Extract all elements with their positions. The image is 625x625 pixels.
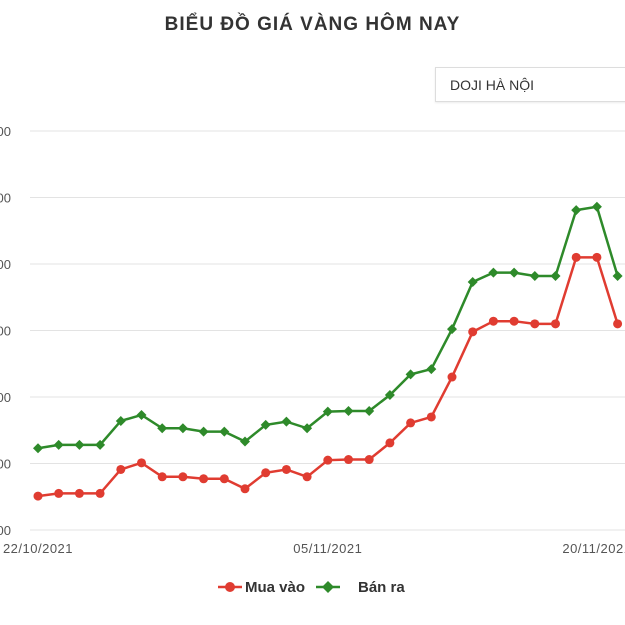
x-tick-label: 22/10/2021 xyxy=(3,541,73,556)
data-point xyxy=(240,436,250,447)
data-point xyxy=(364,405,375,416)
data-point xyxy=(405,369,416,380)
data-point xyxy=(33,491,43,501)
data-point xyxy=(344,455,353,465)
x-tick-label: 20/11/2021 xyxy=(562,541,625,556)
data-point xyxy=(74,488,84,498)
data-point xyxy=(240,484,250,494)
data-point xyxy=(612,270,623,281)
data-point xyxy=(137,458,146,468)
y-tick-label: 57,000 xyxy=(0,457,11,472)
data-point xyxy=(178,472,188,482)
data-point xyxy=(447,324,457,335)
y-tick-label: 56,000 xyxy=(0,523,11,538)
y-tick-label: 62,000 xyxy=(0,124,11,139)
y-tick-label: 60,000 xyxy=(0,257,11,272)
data-point xyxy=(488,267,499,278)
legend-item[interactable]: Mua vào xyxy=(218,579,305,596)
data-point xyxy=(95,488,105,498)
data-point xyxy=(116,464,126,474)
legend-marker xyxy=(225,582,235,592)
data-point xyxy=(509,316,519,326)
y-tick-label: 61,000 xyxy=(0,191,11,206)
data-point xyxy=(157,472,167,482)
data-point xyxy=(509,267,520,278)
legend-marker xyxy=(322,581,334,593)
data-point xyxy=(136,409,147,420)
data-point xyxy=(467,276,478,287)
data-point xyxy=(157,423,168,434)
data-point xyxy=(199,474,209,484)
data-point xyxy=(115,415,126,426)
data-point xyxy=(530,319,540,329)
data-point xyxy=(95,439,106,450)
data-point xyxy=(219,474,229,484)
y-tick-label: 59,000 xyxy=(0,324,11,339)
location-select[interactable]: DOJI HÀ NỘI xyxy=(435,67,625,102)
data-point xyxy=(364,455,374,465)
data-point xyxy=(219,426,230,437)
data-point xyxy=(281,464,291,474)
data-point xyxy=(33,443,43,454)
data-point xyxy=(54,488,64,498)
data-point xyxy=(406,418,416,428)
data-point xyxy=(198,426,209,437)
data-point xyxy=(488,316,498,326)
legend-label: Mua vào xyxy=(245,579,305,596)
chart-title: BIỂU ĐỒ GIÁ VÀNG HÔM NAY xyxy=(164,14,461,35)
data-point xyxy=(261,468,271,478)
data-point xyxy=(592,252,602,262)
data-point xyxy=(302,472,312,482)
data-point xyxy=(384,390,395,401)
data-point xyxy=(302,423,313,434)
data-point xyxy=(74,439,85,450)
data-point xyxy=(447,372,457,382)
data-point xyxy=(551,319,560,329)
data-point xyxy=(426,412,436,422)
data-point xyxy=(385,438,395,448)
data-point xyxy=(53,439,64,450)
data-point xyxy=(323,455,333,465)
data-point xyxy=(591,201,602,212)
data-point xyxy=(260,419,271,430)
legend-item[interactable]: Bán ra xyxy=(316,579,405,596)
data-point xyxy=(571,205,582,216)
data-point xyxy=(343,405,354,416)
data-point xyxy=(426,364,437,375)
data-point xyxy=(468,327,478,337)
data-point xyxy=(529,270,540,281)
location-select-value: DOJI HÀ NỘI xyxy=(450,77,535,93)
data-point xyxy=(550,270,561,281)
legend-label: Bán ra xyxy=(358,579,405,596)
y-tick-label: 58,000 xyxy=(0,390,11,405)
data-point xyxy=(281,416,292,427)
data-point xyxy=(571,252,581,262)
data-point xyxy=(613,319,623,329)
x-tick-label: 05/11/2021 xyxy=(293,541,362,556)
data-point xyxy=(322,406,333,417)
data-point xyxy=(177,423,188,434)
